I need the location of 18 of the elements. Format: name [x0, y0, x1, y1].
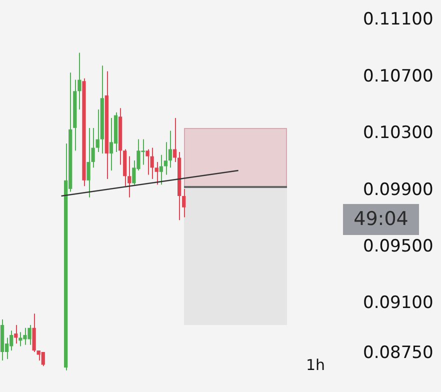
- candlestick: [182, 188, 186, 218]
- y-tick-label: 0.10700: [363, 66, 434, 86]
- candlestick: [41, 351, 45, 367]
- y-tick-label: 0.08750: [363, 342, 434, 363]
- candlestick: [14, 324, 18, 344]
- candlestick: [150, 147, 154, 180]
- y-tick-label: 0.09100: [363, 293, 434, 314]
- candlestick: [109, 118, 114, 171]
- y-tick-label: 0.10300: [363, 123, 434, 144]
- candlestick: [154, 161, 158, 186]
- candlestick: [159, 154, 163, 186]
- candlestick: [32, 313, 36, 352]
- annotation: 1h: [306, 356, 326, 374]
- y-tick-label: 0.11100: [363, 10, 434, 30]
- y-tick-label: 0.09500: [363, 236, 434, 256]
- y-tick-label: 0.09900: [363, 180, 434, 200]
- text: 49:04: [343, 204, 419, 235]
- candlestick: [164, 142, 168, 176]
